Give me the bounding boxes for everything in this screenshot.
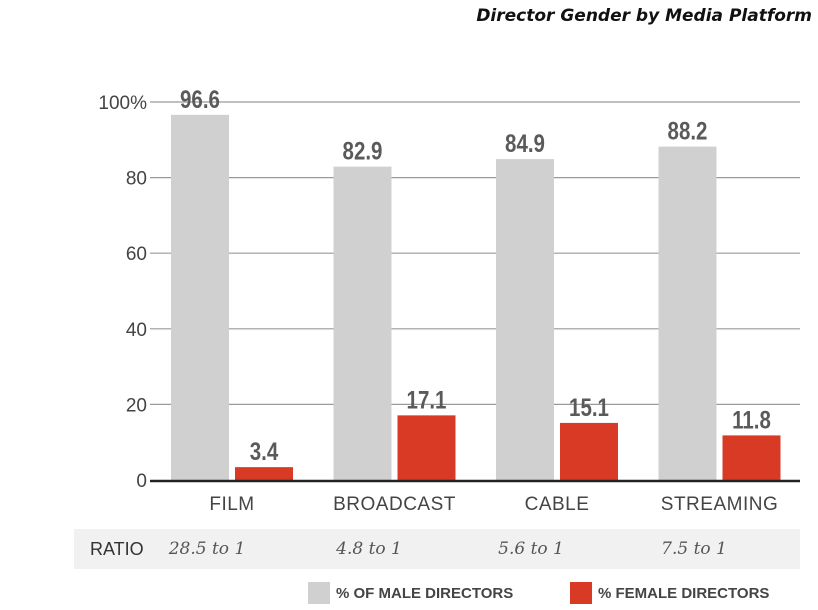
data-label: 96.6 (180, 85, 220, 113)
y-tick-label: 40 (126, 320, 147, 341)
category-label: STREAMING (661, 494, 778, 515)
data-label: 84.9 (505, 129, 545, 157)
bar-female (560, 422, 618, 480)
legend-swatch-female (570, 582, 592, 604)
y-tick-label: 80 (126, 169, 147, 190)
ratio-label: RATIO (90, 539, 144, 559)
bar-female (235, 467, 293, 480)
ratio-value-broadcast: 4.8 to 1 (336, 539, 402, 559)
ratio-value-cable: 5.6 to 1 (498, 539, 564, 559)
y-tick-label: 60 (126, 244, 147, 265)
bar-chart: 0 20 40 60 80 100% 96.6 3.4 FILM 82.9 17.1 BROADCAS… (98, 85, 800, 515)
legend-item-female: % FEMALE DIRECTORS (570, 582, 769, 604)
chart-title: Director Gender by Media Platform (476, 6, 812, 26)
bar-female (722, 435, 781, 480)
legend-label-male: % OF MALE DIRECTORS (336, 584, 514, 602)
data-label: 88.2 (668, 117, 708, 145)
y-tick-label: 100% (98, 93, 147, 114)
category-label: BROADCAST (333, 494, 456, 515)
bar-female (397, 415, 456, 480)
ratio-value-film: 28.5 to 1 (168, 539, 246, 559)
category-label: CABLE (525, 494, 590, 515)
y-tick-label: 20 (126, 395, 147, 416)
legend-label-female: % FEMALE DIRECTORS (598, 584, 770, 602)
ratio-value-streaming: 7.5 to 1 (661, 539, 727, 559)
data-label: 15.1 (569, 393, 609, 421)
data-label: 82.9 (343, 137, 383, 165)
data-label: 11.8 (732, 405, 771, 433)
legend-swatch-male (308, 582, 330, 604)
bar-male (333, 166, 392, 480)
bar-male (171, 114, 229, 481)
bar-male (496, 159, 554, 480)
data-label: 3.4 (250, 437, 279, 465)
ratio-row: RATIO 28.5 to 1 4.8 to 1 5.6 to 1 7.5 to… (74, 529, 800, 569)
legend: % OF MALE DIRECTORS % FEMALE DIRECTORS (0, 582, 818, 606)
bar-male (658, 146, 717, 480)
data-label: 17.1 (407, 385, 447, 413)
category-label: FILM (209, 494, 254, 515)
y-tick-label: 0 (136, 471, 147, 492)
legend-item-male: % OF MALE DIRECTORS (308, 582, 513, 604)
